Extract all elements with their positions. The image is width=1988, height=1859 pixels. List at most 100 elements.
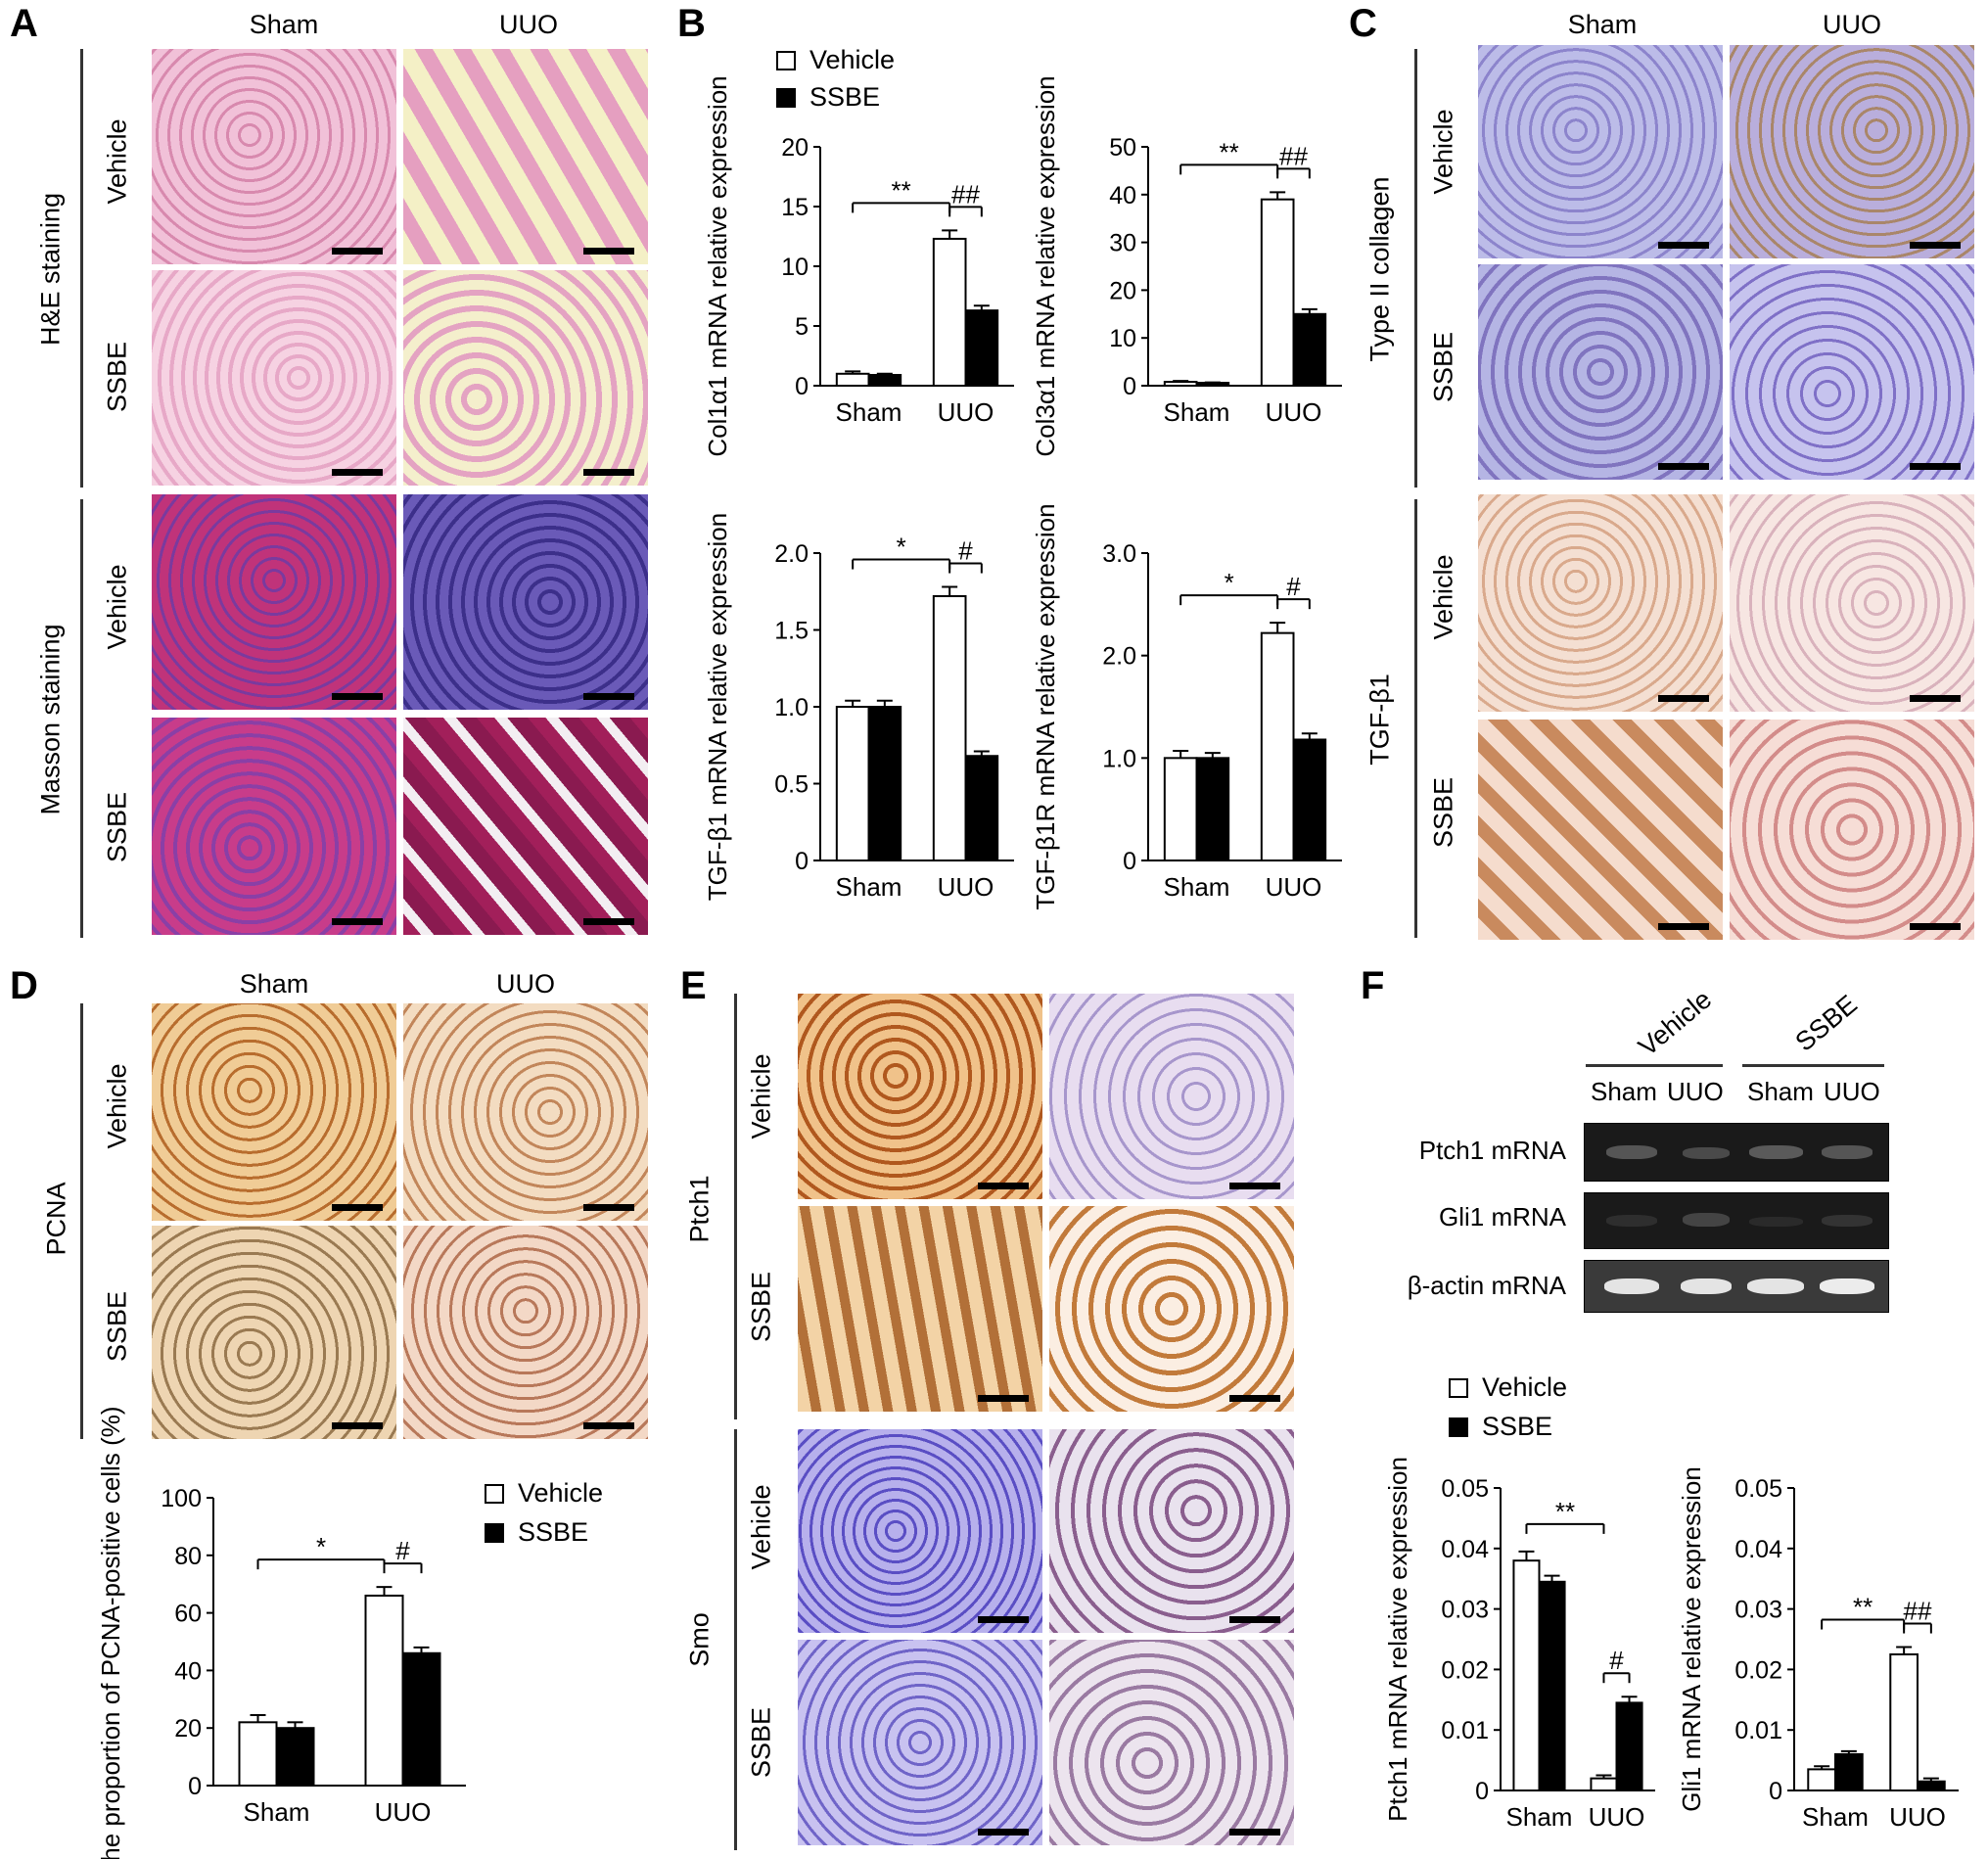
panel-b-legend-vehicle: Vehicle	[776, 45, 895, 75]
scale-bar	[1658, 463, 1709, 470]
micrograph-c-col2-uuo-vehicle	[1730, 45, 1974, 258]
y-tick-label: 0.04	[1734, 1536, 1782, 1563]
panel-e-group1-bracket	[734, 994, 737, 1419]
scale-bar	[1658, 695, 1709, 702]
panel-a-group2-bracket	[80, 499, 83, 938]
bar-ssbe-sham	[867, 374, 902, 387]
chart-col1a1: Col1α1 mRNA relative expression 05101520S…	[703, 75, 1014, 457]
gel-row-ptch1: Ptch1 mRNA	[1418, 1136, 1566, 1165]
y-tick-label: 0	[795, 373, 809, 400]
gel-band	[1683, 1147, 1730, 1159]
micrograph-e-smo-ssbe-1	[798, 1640, 1042, 1845]
panel-d-col-sham: Sham	[239, 969, 309, 999]
panel-a-group2-label: Masson staining	[35, 624, 66, 815]
micrograph-e-smo-ssbe-2	[1049, 1640, 1294, 1845]
y-axis-label: The proportion of PCNA-positive cells (%…	[96, 1406, 125, 1859]
y-axis-label: Gli1 mRNA relative expression	[1677, 1466, 1706, 1812]
micrograph-d-sham-vehicle	[152, 1003, 396, 1221]
y-tick-label: 0.03	[1734, 1597, 1782, 1624]
bar-vehicle-sham	[1163, 381, 1198, 388]
micrograph-a-masson-sham-ssbe	[152, 718, 396, 935]
y-tick-label: 50	[1109, 134, 1136, 162]
y-tick-label: 2.0	[1102, 643, 1136, 671]
scale-bar	[1658, 242, 1709, 249]
micrograph-a-masson-uuo-vehicle	[403, 494, 648, 710]
scale-bar	[978, 1829, 1029, 1836]
y-tick-label: 40	[174, 1657, 202, 1685]
scale-bar	[583, 918, 634, 925]
gel-band	[1822, 1215, 1872, 1227]
panel-b-legend-ssbe: SSBE	[776, 82, 880, 113]
gel-band	[1749, 1217, 1803, 1227]
gel-lane-3: Sham	[1747, 1077, 1814, 1106]
significance-label: #	[958, 536, 973, 566]
scale-bar	[1229, 1395, 1280, 1402]
micrograph-e-ptch1-vehicle-1	[798, 994, 1042, 1199]
panel-e-row-ssbe-2: SSBE	[746, 1706, 776, 1779]
bar-ssbe-uuo	[1917, 1780, 1946, 1792]
gel-band	[1683, 1213, 1730, 1227]
y-tick-label: 10	[1109, 325, 1136, 352]
bar-vehicle-uuo	[1590, 1777, 1618, 1792]
bar-vehicle-uuo	[1889, 1652, 1919, 1791]
panel-e-group1-label: Ptch1	[684, 1175, 715, 1243]
legend-swatch-vehicle	[485, 1483, 504, 1504]
scale-bar	[583, 1204, 634, 1211]
chart-tgfb1: TGF-β1 mRNA relative expression 0 0.5 1.0 1.…	[703, 513, 1014, 902]
chart-col3a1: Col3α1 mRNA relative expression 0 10 20 30 40…	[1031, 75, 1342, 457]
scale-bar	[1229, 1829, 1280, 1836]
y-tick-label: 40	[1109, 182, 1136, 209]
gel-group-ssbe: SSBE	[1789, 989, 1863, 1057]
panel-e-row-vehicle-2: Vehicle	[746, 1484, 776, 1570]
panel-e-group2-bracket	[734, 1429, 737, 1850]
panel-d-row-ssbe: SSBE	[102, 1290, 132, 1363]
scale-bar	[978, 1616, 1029, 1623]
panel-a-col-uuo: UUO	[499, 10, 558, 39]
bar-ssbe-uuo	[964, 309, 999, 387]
scale-bar	[332, 693, 383, 700]
panel-a-group1-bracket	[80, 49, 83, 488]
scale-bar	[1229, 1616, 1280, 1623]
micrograph-c-tgfb1-uuo-vehicle	[1730, 494, 1974, 712]
y-tick-label: 1.5	[774, 618, 809, 645]
y-tick-label: 0.02	[1734, 1656, 1782, 1684]
bar-ssbe-sham	[867, 706, 902, 861]
bar-ssbe-sham	[1834, 1752, 1864, 1792]
scale-bar	[1910, 923, 1961, 930]
y-tick-label: 20	[1109, 277, 1136, 304]
y-tick-label: 0.05	[1441, 1475, 1489, 1503]
legend-label: Vehicle	[518, 1478, 604, 1508]
scale-bar	[583, 248, 634, 255]
legend-label: Vehicle	[1482, 1372, 1568, 1402]
panel-c-row-vehicle-1: Vehicle	[1428, 109, 1458, 195]
x-tick-label: Sham	[1802, 1802, 1869, 1832]
significance-label: *	[1225, 568, 1234, 597]
panel-d-row-vehicle: Vehicle	[102, 1063, 132, 1149]
x-tick-label: UUO	[1266, 397, 1322, 427]
panel-d-col-uuo: UUO	[496, 969, 555, 999]
bar-vehicle-sham	[1163, 757, 1198, 861]
micrograph-a-masson-uuo-ssbe	[403, 718, 648, 935]
y-axis-label: Col3α1 mRNA relative expression	[1031, 75, 1060, 456]
significance-label: #	[395, 1536, 410, 1565]
y-axis-label: Ptch1 mRNA relative expression	[1383, 1457, 1412, 1822]
chart-pcna: The proportion of PCNA-positive cells (%…	[96, 1406, 466, 1859]
chart-gli1: Gli1 mRNA relative expression 0 0.01 0.02 0.…	[1677, 1466, 1959, 1832]
panel-c-group2-label: TGF-β1	[1364, 674, 1395, 766]
panel-e-row-vehicle-1: Vehicle	[746, 1053, 776, 1139]
y-tick-label: 15	[781, 194, 809, 221]
panel-c-group2-bracket	[1414, 499, 1417, 938]
y-tick-label: 0	[1123, 848, 1136, 875]
significance-label: **	[1555, 1497, 1575, 1526]
scale-bar	[332, 918, 383, 925]
gel-band	[1681, 1278, 1732, 1294]
scale-bar	[978, 1183, 1029, 1189]
legend-swatch-ssbe	[776, 87, 796, 108]
micrograph-e-ptch1-ssbe-1	[798, 1206, 1042, 1412]
significance-label: **	[892, 175, 911, 205]
legend-label: SSBE	[809, 82, 881, 112]
legend-swatch-ssbe	[1449, 1417, 1468, 1437]
gel-band	[1604, 1278, 1659, 1294]
panel-d-legend-ssbe: SSBE	[485, 1517, 588, 1548]
bar-vehicle-sham	[1512, 1559, 1541, 1791]
